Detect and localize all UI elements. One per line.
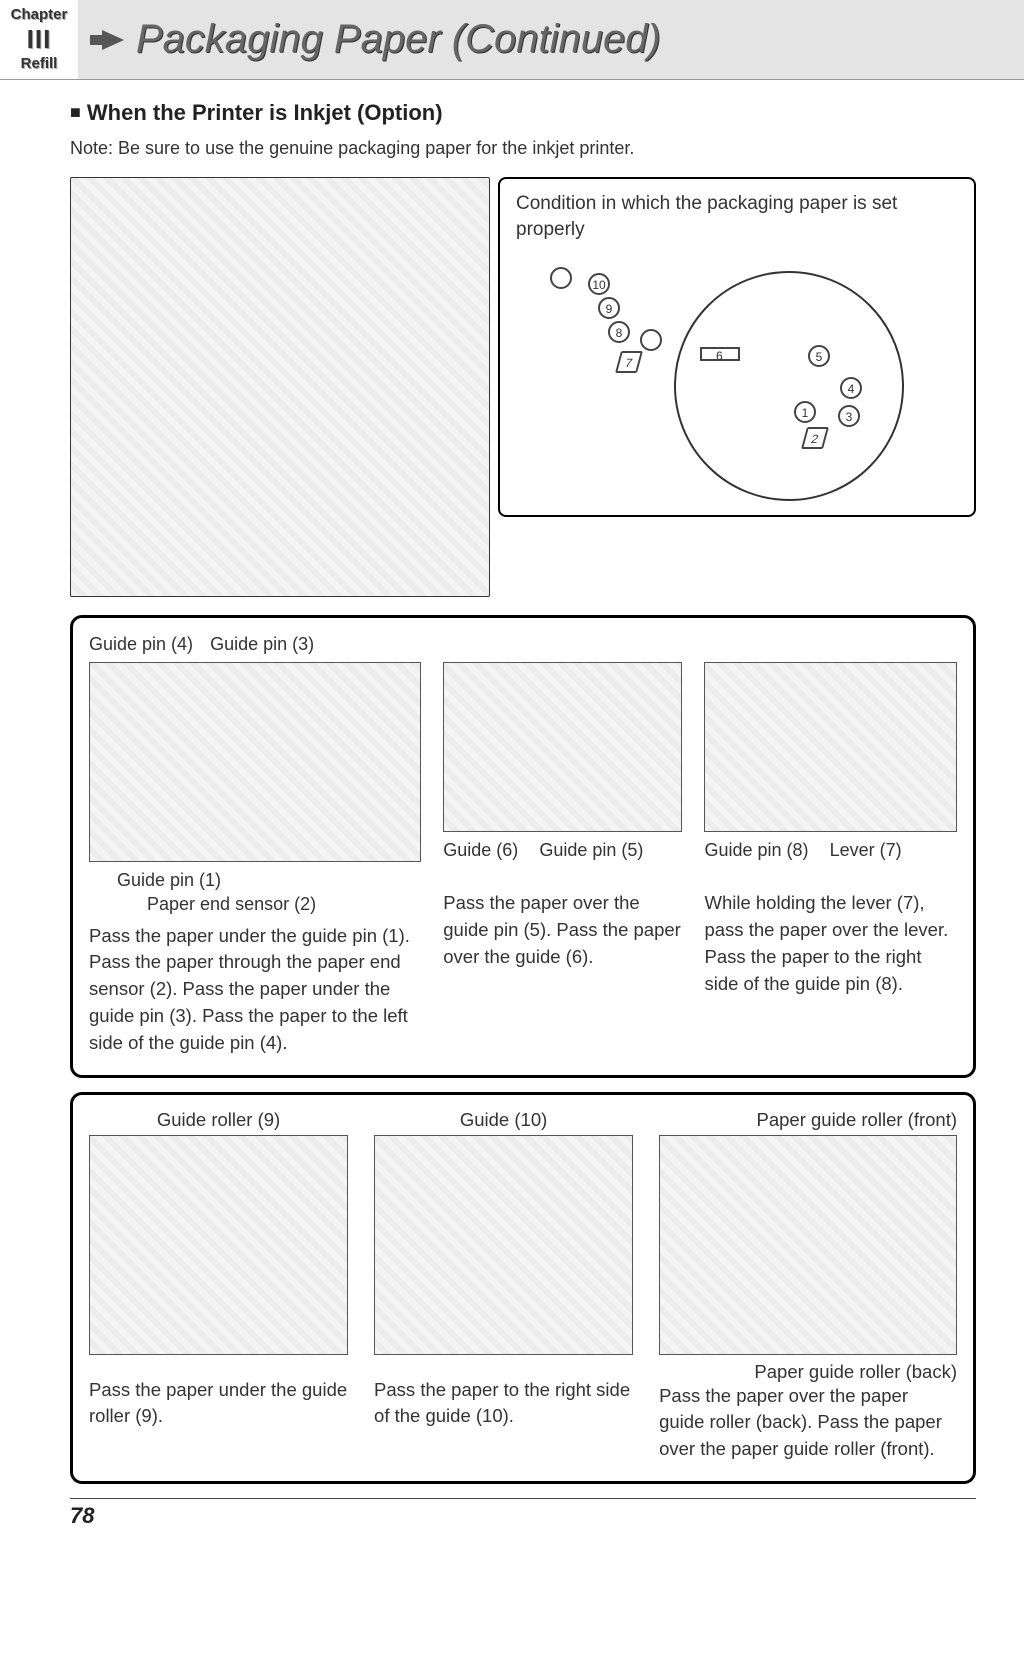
spacer <box>704 632 957 658</box>
top-row: Condition in which the packaging paper i… <box>70 177 976 597</box>
page-footer: 78 <box>70 1498 976 1532</box>
label-guide-pin-5: Guide pin (5) <box>539 838 643 862</box>
step-illustration-4 <box>89 1135 348 1355</box>
panel2-col3: Paper guide roller (front) Paper guide r… <box>659 1109 957 1463</box>
chapter-badge: Chapter III Refill <box>0 0 78 79</box>
instruction-panel-1: Guide pin (4) Guide pin (3) Guide pin (1… <box>70 615 976 1078</box>
panel1-col2-mid-labels: Guide (6) Guide pin (5) <box>443 838 682 862</box>
step-illustration-2 <box>443 662 682 832</box>
arrow-right-icon <box>102 30 124 50</box>
page-content: ■ When the Printer is Inkjet (Option) Not… <box>0 80 1024 1540</box>
dot-icon <box>640 329 662 351</box>
panel1-col3: Guide pin (8) Lever (7) While holding th… <box>704 632 957 1057</box>
pin-4: 4 <box>840 377 862 399</box>
panel1-col2: Guide (6) Guide pin (5) Pass the paper o… <box>443 632 682 1057</box>
instruction-panel-2: Guide roller (9) Pass the paper under th… <box>70 1092 976 1484</box>
pin-3: 3 <box>838 405 860 427</box>
chapter-label: Chapter <box>0 6 78 24</box>
page-title: Packaging Paper (Continued) <box>136 17 661 62</box>
label-lever-7: Lever (7) <box>830 838 902 862</box>
pin-8: 8 <box>608 321 630 343</box>
panel1-col3-mid-labels: Guide pin (8) Lever (7) <box>704 838 957 862</box>
panel1-col1: Guide pin (4) Guide pin (3) Guide pin (1… <box>89 632 421 1057</box>
pin-7: 7 <box>615 351 643 373</box>
panel1-row: Guide pin (4) Guide pin (3) Guide pin (1… <box>89 632 957 1057</box>
condition-box: Condition in which the packaging paper i… <box>498 177 976 517</box>
subheading-text: When the Printer is Inkjet (Option) <box>87 100 443 125</box>
condition-text: Condition in which the packaging paper i… <box>516 191 958 242</box>
spacer <box>443 632 682 658</box>
label-paper-guide-roller-front: Paper guide roller (front) <box>659 1109 957 1131</box>
panel2-col1-text: Pass the paper under the guide roller (9… <box>89 1377 348 1431</box>
panel2-col1: Guide roller (9) Pass the paper under th… <box>89 1109 348 1463</box>
step-illustration-5 <box>374 1135 633 1355</box>
page-number: 78 <box>70 1503 94 1528</box>
panel2-col2-text: Pass the paper to the right side of the … <box>374 1377 633 1431</box>
label-paper-end-sensor-2: Paper end sensor (2) <box>147 892 316 916</box>
panel1-col3-text: While holding the lever (7), pass the pa… <box>704 890 957 997</box>
panel1-col2-text: Pass the paper over the guide pin (5). P… <box>443 890 682 970</box>
pin-5: 5 <box>808 345 830 367</box>
page-header: Chapter III Refill Packaging Paper (Cont… <box>0 0 1024 80</box>
label-guide-pin-8: Guide pin (8) <box>704 838 808 862</box>
label-guide-pin-1: Guide pin (1) <box>117 868 221 892</box>
paper-roll-circle <box>674 271 904 501</box>
panel2-row: Guide roller (9) Pass the paper under th… <box>89 1109 957 1463</box>
dot-icon <box>550 267 572 289</box>
panel2-col3-text: Pass the paper over the paper guide roll… <box>659 1383 957 1463</box>
step-illustration-3 <box>704 662 957 832</box>
pin-9: 9 <box>598 297 620 319</box>
panel1-col1-text: Pass the paper under the guide pin (1). … <box>89 923 421 1057</box>
label-guide-pin-4: Guide pin (4) <box>89 632 193 656</box>
label-paper-guide-roller-back: Paper guide roller (back) <box>659 1361 957 1383</box>
condition-diagram: 10 9 8 7 6 5 4 3 2 1 <box>540 259 954 501</box>
panel2-col2: Guide (10) Pass the paper to the right s… <box>374 1109 633 1463</box>
pin-10: 10 <box>588 273 610 295</box>
printer-main-illustration <box>70 177 490 597</box>
pin-6: 6 <box>700 347 740 361</box>
bullet-square-icon: ■ <box>70 102 81 122</box>
label-guide-pin-3: Guide pin (3) <box>210 632 314 656</box>
panel1-col1-mid-labels: Guide pin (1) Paper end sensor (2) <box>89 868 421 917</box>
label-guide-roller-9: Guide roller (9) <box>89 1109 348 1131</box>
note-text: Note: Be sure to use the genuine packagi… <box>70 138 976 159</box>
step-illustration-6 <box>659 1135 957 1355</box>
chapter-sub: Refill <box>0 55 78 73</box>
chapter-roman: III <box>0 24 78 55</box>
step-illustration-1 <box>89 662 421 862</box>
title-box: Packaging Paper (Continued) <box>78 0 1024 79</box>
panel1-col1-top-labels: Guide pin (4) Guide pin (3) <box>89 632 421 658</box>
subheading: ■ When the Printer is Inkjet (Option) <box>70 100 976 126</box>
label-guide-10: Guide (10) <box>374 1109 633 1131</box>
pin-1: 1 <box>794 401 816 423</box>
label-guide-6: Guide (6) <box>443 838 518 862</box>
